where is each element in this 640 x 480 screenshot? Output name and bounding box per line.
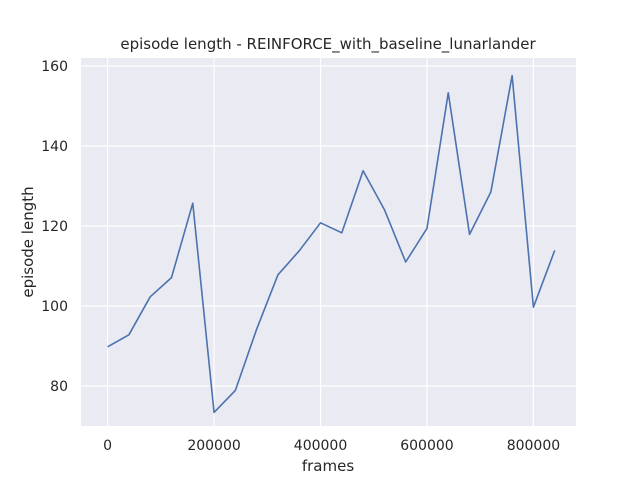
x-tick-label: 800000 xyxy=(507,438,560,454)
y-axis-label: episode length xyxy=(19,186,37,297)
y-tick-label: 120 xyxy=(41,219,68,235)
x-tick-label: 400000 xyxy=(294,438,347,454)
chart-title: episode length - REINFORCE_with_baseline… xyxy=(120,35,536,54)
y-tick-label: 160 xyxy=(41,59,68,75)
x-tick-label: 0 xyxy=(103,438,112,454)
x-axis-label: frames xyxy=(302,457,354,475)
y-tick-label: 140 xyxy=(41,139,68,155)
plot-area xyxy=(81,58,576,426)
x-tick-label: 600000 xyxy=(400,438,453,454)
y-tick-label: 80 xyxy=(50,379,68,395)
y-tick-label: 100 xyxy=(41,299,68,315)
x-tick-labels: 0 200000 400000 600000 800000 xyxy=(103,438,560,454)
data-points xyxy=(107,75,555,413)
series-line xyxy=(107,74,556,414)
grid-lines xyxy=(81,58,576,426)
y-tick-labels: 80 100 120 140 160 xyxy=(41,59,68,395)
x-tick-label: 200000 xyxy=(187,438,240,454)
